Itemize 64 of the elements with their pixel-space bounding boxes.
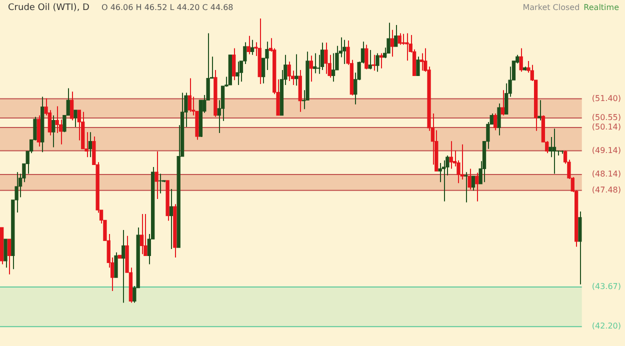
- candlestick: [114, 252, 118, 278]
- y-tick-label: (51.40): [592, 94, 622, 104]
- candlestick: [398, 32, 402, 46]
- candlestick: [368, 50, 372, 70]
- candlestick: [320, 42, 324, 71]
- candlestick: [246, 36, 250, 55]
- candlestick: [331, 52, 336, 82]
- candlestick: [468, 168, 472, 190]
- y-tick-label: (47.48): [592, 186, 622, 195]
- candlestick: [169, 188, 174, 250]
- candlestick: [390, 30, 394, 58]
- candlestick: [364, 44, 368, 70]
- candlestick: [250, 40, 254, 56]
- candlestick: [471, 176, 476, 192]
- candlestick: [394, 24, 398, 48]
- candlestick: [144, 214, 148, 256]
- candlestick: [405, 32, 409, 62]
- candlestick: [158, 173, 162, 194]
- y-tick-label: (48.14): [592, 170, 622, 179]
- candlestick: [154, 151, 158, 200]
- candlestick: [379, 52, 383, 70]
- candlestick: [376, 52, 380, 72]
- candlestick: [324, 42, 328, 75]
- y-tick-label: (49.14): [592, 146, 622, 156]
- candlestick: [416, 56, 420, 76]
- candlestick: [548, 136, 552, 158]
- candlestick: [294, 54, 298, 86]
- candlestick: [122, 230, 126, 304]
- candlestick: [74, 110, 78, 128]
- candlestick: [500, 90, 505, 116]
- candlestick: [309, 55, 314, 82]
- candlestick: [538, 100, 542, 122]
- candlestick: [4, 238, 8, 268]
- candlestick: [36, 115, 40, 148]
- candlestick: [386, 22, 390, 54]
- y-tick-label: (42.20): [592, 322, 622, 331]
- candlestick: [449, 140, 453, 170]
- y-tick-label: (43.67): [592, 282, 622, 292]
- candlestick: [464, 172, 468, 204]
- candlestick: [140, 214, 144, 255]
- candlestick: [236, 61, 240, 86]
- candlestick: [232, 48, 236, 81]
- candlestick: [287, 61, 291, 82]
- y-tick-label: (50.14): [592, 122, 622, 132]
- candlestick: [552, 128, 556, 174]
- candlestick: [497, 103, 501, 136]
- chart-title: Crude Oil (WTI), D: [8, 3, 90, 13]
- candlestick: [313, 52, 317, 74]
- candlestick: [519, 48, 523, 72]
- candlestick: [504, 83, 508, 115]
- candlestick: [55, 106, 59, 134]
- candlestick: [372, 54, 376, 72]
- y-tick-label: (50.55): [592, 113, 622, 122]
- candlestick: [342, 40, 346, 65]
- candlestick: [460, 144, 464, 180]
- candlestick: [438, 162, 442, 183]
- candlestick: [475, 172, 479, 202]
- text: Realtime: [584, 3, 619, 12]
- candlestick: [401, 34, 406, 46]
- candlestick: [188, 78, 192, 113]
- candlestick: [70, 91, 74, 122]
- annotation: Market Closed: [522, 3, 580, 12]
- candlestick: [52, 115, 56, 148]
- annotation: O 46.06 H 46.52 L 44.20 C 44.68: [101, 3, 234, 13]
